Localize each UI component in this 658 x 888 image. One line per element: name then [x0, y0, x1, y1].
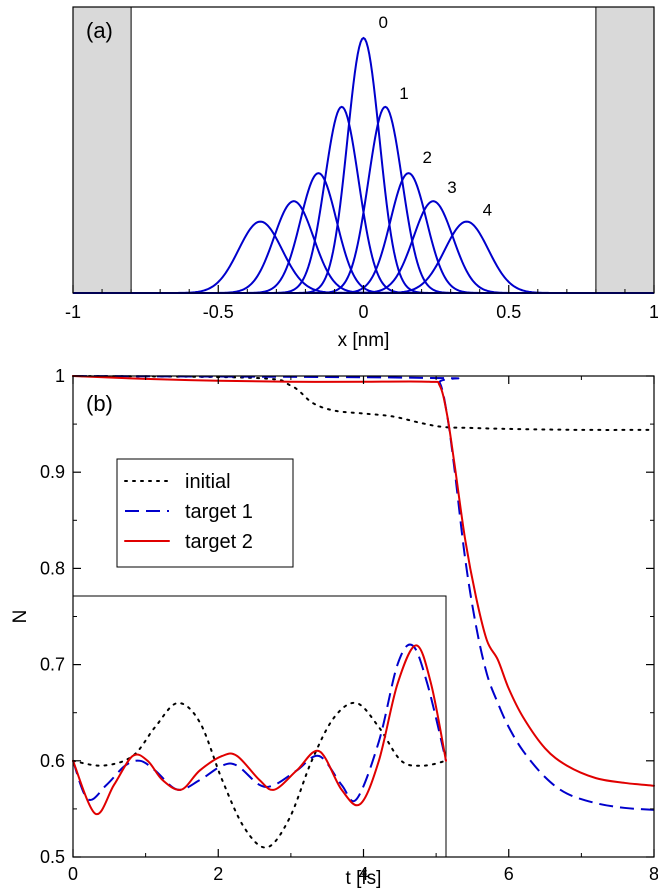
- y-tick-label: 0.6: [40, 751, 65, 771]
- legend-label-initial: initial: [185, 471, 231, 493]
- state-label-3: 3: [447, 178, 456, 197]
- shaded-region-left: [72, 6, 132, 294]
- inset-series-target-1: [72, 643, 447, 803]
- x-tick-label: 6: [504, 864, 514, 884]
- series-target-1: [72, 375, 655, 811]
- series-target-2: [72, 375, 655, 787]
- x-tick-label: 8: [649, 864, 658, 884]
- population-curves: [72, 375, 655, 811]
- state-label-2: 2: [423, 148, 432, 167]
- legend-box: [116, 458, 294, 568]
- panel-b-y-axis-label: N: [10, 610, 31, 624]
- state-curve-0: [73, 36, 654, 294]
- inset: [72, 595, 447, 858]
- legend: initial target 1 target 2: [116, 458, 294, 568]
- x-tick-label: -1: [65, 302, 81, 322]
- state-label-4: 4: [483, 201, 492, 220]
- series-initial: [72, 375, 655, 431]
- panel-b-ticks: 0 2 4 6 8 0.5 0.6 0.7 0.8 0.9 1: [40, 366, 658, 884]
- inset-series-target-2: [72, 644, 447, 816]
- y-tick-label: 0.7: [40, 655, 65, 675]
- x-tick-label: 4: [358, 864, 368, 884]
- state-curve-1: [73, 105, 654, 294]
- legend-label-target-2: target 2: [185, 531, 253, 553]
- panel-a-label: (a): [86, 18, 113, 43]
- x-tick-label: 1: [649, 302, 658, 322]
- y-tick-label: 0.9: [40, 462, 65, 482]
- panel-b-x-axis-label: t [fs]: [346, 868, 382, 888]
- state-curve-2-mirror: [73, 172, 654, 294]
- y-tick-label: 1: [55, 366, 65, 386]
- y-tick-label: 0.5: [40, 847, 65, 867]
- x-tick-label: 2: [213, 864, 223, 884]
- x-tick-label: 0.5: [496, 302, 521, 322]
- x-tick-label: 0: [68, 864, 78, 884]
- state-curve-4-mirror: [73, 220, 654, 294]
- shaded-region-right: [595, 6, 655, 294]
- y-tick-label: 0.8: [40, 558, 65, 578]
- state-labels: 0 1 23 4: [379, 13, 493, 220]
- panel-a: -1 -0.5 0 0.5 1 (a) x [nm] 0 1 23 4: [65, 6, 658, 351]
- legend-label-target-1: target 1: [185, 501, 253, 523]
- x-tick-label: -0.5: [203, 302, 234, 322]
- x-tick-label: 0: [358, 302, 368, 322]
- inset-frame: [72, 595, 447, 858]
- panel-a-x-axis-label: x [nm]: [338, 330, 390, 351]
- state-curve-4: [73, 220, 654, 294]
- panel-a-frame: [72, 6, 655, 294]
- state-curve-2: [73, 172, 654, 294]
- panel-a-ticks: -1 -0.5 0 0.5 1: [65, 285, 658, 322]
- state-curve-1-mirror: [73, 105, 654, 294]
- state-label-1: 1: [399, 84, 408, 103]
- panel-b: 0 2 4 6 8 0.5 0.6 0.7 0.8 0.9 1 (b) t [fs] N initi…: [10, 366, 658, 888]
- wavefunction-curves: [73, 36, 654, 294]
- panel-b-label: (b): [86, 391, 113, 416]
- state-label-0: 0: [379, 13, 388, 32]
